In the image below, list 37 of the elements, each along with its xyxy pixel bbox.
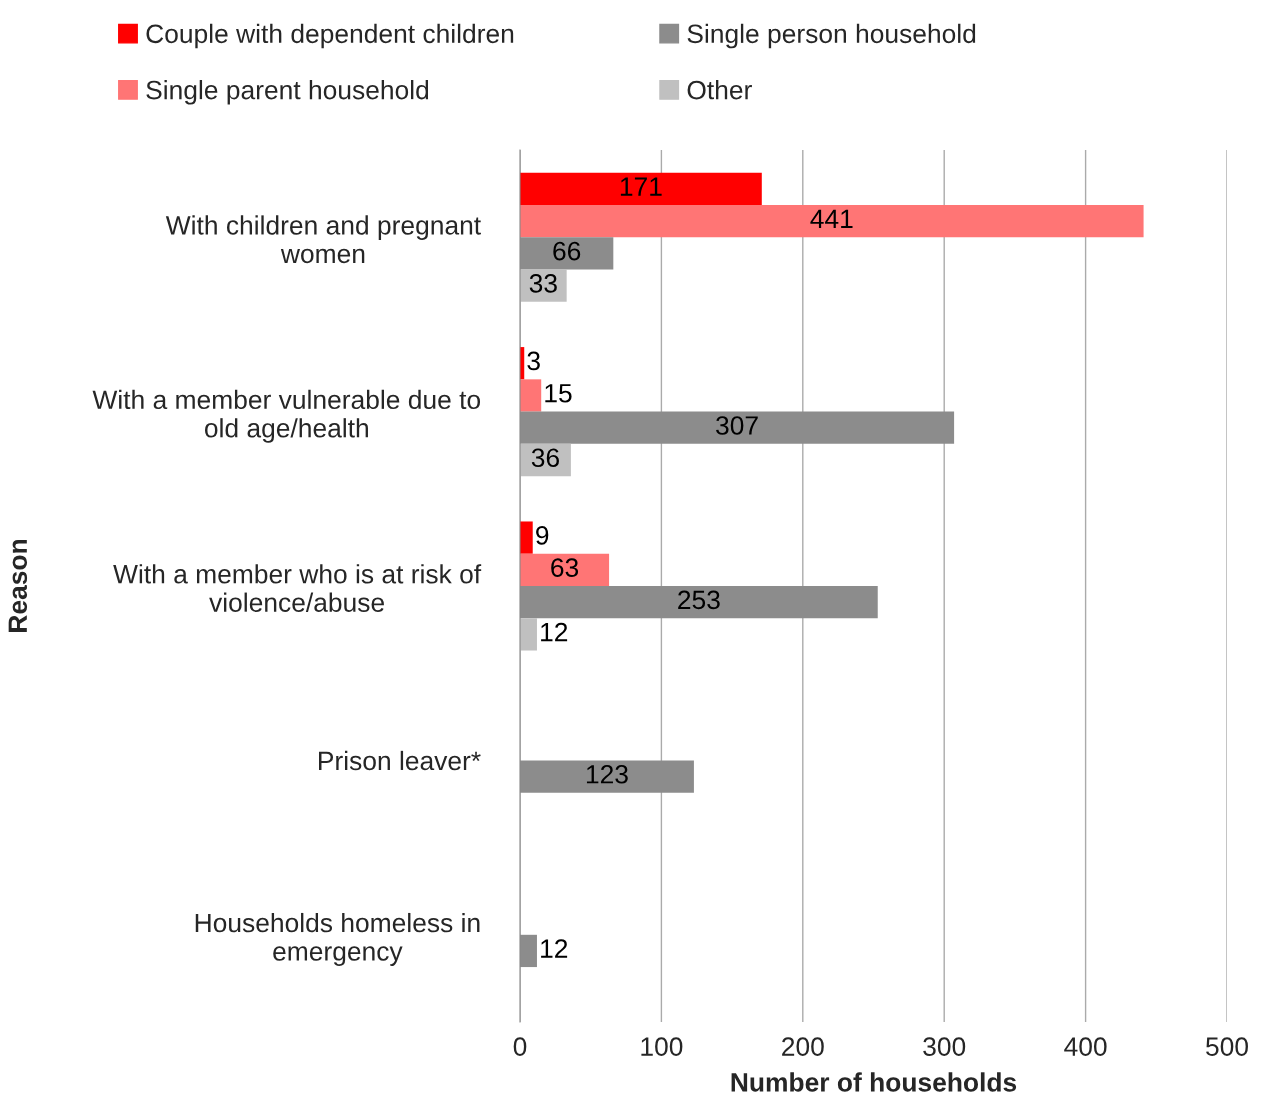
x-tick-label: 200 <box>782 1037 824 1056</box>
bar <box>520 172 762 205</box>
x-tick-label: 300 <box>923 1037 966 1056</box>
bar <box>520 618 537 651</box>
x-tick-label: 0 <box>513 1037 527 1056</box>
legend-label: Couple with dependent children <box>146 23 514 49</box>
y-tick-label: With a member who is at risk of violence/abuse <box>113 564 482 612</box>
data-label: 9 <box>536 526 549 545</box>
legend-label: Single parent household <box>146 80 429 105</box>
x-tick-label: 400 <box>1064 1037 1107 1056</box>
x-tick-label: 100 <box>641 1037 683 1056</box>
y-axis-title: Reason <box>8 539 28 632</box>
data-label: 63 <box>551 558 579 577</box>
data-label: 171 <box>620 177 662 196</box>
y-tick-label: With children and pregnant women <box>165 215 481 264</box>
bar <box>520 521 533 554</box>
data-label: 253 <box>678 590 720 610</box>
data-label: 123 <box>586 764 628 784</box>
data-label: 36 <box>531 448 559 468</box>
y-tick-label: Households homeless in emergency <box>195 912 480 966</box>
data-label: 33 <box>529 273 557 293</box>
data-label: 441 <box>810 209 853 228</box>
data-label: 3 <box>527 351 540 371</box>
y-tick-label: With a member vulnerable due to old age/health <box>92 389 481 443</box>
data-label: 307 <box>716 416 758 435</box>
data-label: 66 <box>553 241 581 261</box>
data-label: 12 <box>541 622 568 642</box>
y-tick-label: Prison leaver* <box>319 750 481 771</box>
data-label: 15 <box>545 384 572 403</box>
bar <box>520 204 1144 238</box>
bar <box>520 553 610 586</box>
legend-label: Other <box>687 80 752 100</box>
legend-label: Single person household <box>687 23 976 49</box>
data-label: 12 <box>541 939 568 958</box>
x-axis-title: Number of households <box>731 1072 1017 1092</box>
bar <box>520 379 542 412</box>
x-tick-label: 500 <box>1206 1037 1248 1056</box>
